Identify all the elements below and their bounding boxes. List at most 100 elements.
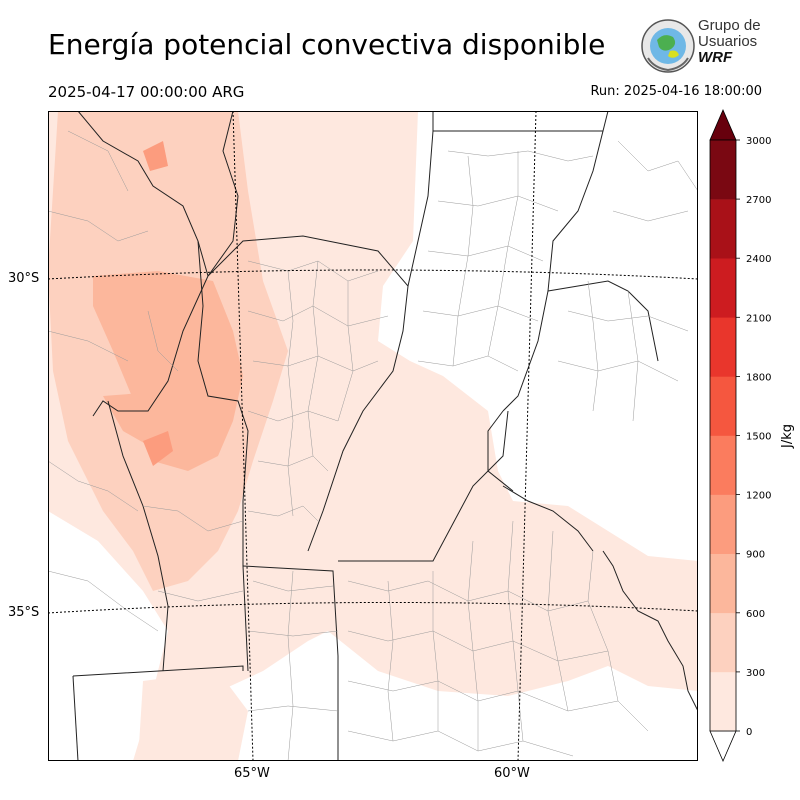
logo-line-3: WRF (698, 49, 733, 66)
lon-label-60w: 60°W (494, 766, 530, 781)
department-boundary (547, 530, 569, 712)
department-boundary (142, 505, 244, 532)
colorbar-tick-label: 900 (746, 550, 765, 561)
department-boundary (447, 150, 594, 162)
colorbar-band (710, 258, 736, 318)
department-boundary (287, 270, 294, 517)
map-frame (48, 111, 698, 761)
province-boundary (432, 111, 609, 132)
province-boundary (92, 275, 209, 417)
province-boundary (502, 485, 594, 552)
province-boundary (502, 130, 604, 412)
wrf-logo: Grupo de Usuarios WRF (640, 17, 761, 74)
parallel-35s (48, 601, 698, 614)
globe-icon (641, 19, 695, 73)
colorbar-tick-label: 300 (746, 668, 765, 679)
colorbar-tick-label: 1500 (746, 432, 771, 443)
department-boundary (48, 210, 149, 242)
colorbar-band (710, 317, 736, 377)
province-boundary (242, 565, 339, 761)
department-boundaries (48, 130, 698, 761)
colorbar-tick-label: 3000 (746, 136, 771, 147)
department-boundary (437, 195, 559, 212)
department-boundary (157, 590, 244, 602)
meridian-65w (232, 111, 254, 761)
province-boundary (407, 130, 434, 287)
province-boundary (207, 235, 409, 552)
colorbar-tick-label: 600 (746, 609, 765, 620)
province-boundary (487, 410, 514, 492)
colorbar-ticks: 0 300 600 900 1200 1500 1800 2100 2400 2700 3000 (736, 136, 771, 738)
department-boundary (387, 580, 394, 742)
colorbar-band (710, 376, 736, 436)
department-boundary (307, 260, 319, 457)
department-boundary (487, 151, 519, 357)
lat-label-30s: 30°S (8, 271, 40, 286)
colorbar-under-triangle (709, 730, 737, 763)
department-boundary (432, 571, 439, 731)
province-boundary (72, 665, 244, 677)
colorbar-unit: J/kg (780, 424, 795, 449)
colorbar-tick-label: 1200 (746, 491, 771, 502)
province-boundary (338, 410, 509, 562)
colorbar-band (710, 140, 736, 200)
province-boundary (48, 111, 209, 277)
colorbar-band (710, 494, 736, 554)
colorbar-band (710, 435, 736, 495)
department-boundary (587, 280, 599, 412)
province-boundaries (48, 111, 698, 761)
parallel-30s (48, 269, 698, 280)
department-boundary (347, 730, 574, 757)
department-boundary (252, 580, 334, 592)
colorbar-tick-label: 2400 (746, 254, 771, 265)
colorbar-tick-label: 2700 (746, 195, 771, 206)
department-boundary (452, 155, 474, 367)
department-boundary (567, 310, 689, 332)
province-boundary (547, 280, 659, 362)
province-boundary (72, 675, 79, 761)
run-time: Run: 2025-04-16 18:00:00 (590, 84, 762, 99)
logo-line-1: Grupo de (698, 17, 761, 34)
colorbar-over-triangle (709, 108, 737, 141)
valid-time: 2025-04-17 00:00:00 ARG (48, 83, 245, 101)
department-boundary (612, 210, 689, 222)
colorbar-band (710, 612, 736, 673)
department-boundary (427, 245, 544, 262)
department-boundary (247, 410, 339, 422)
department-boundary (48, 460, 139, 512)
department-boundary (147, 310, 179, 372)
province-boundary (107, 400, 169, 672)
department-boundary (617, 140, 698, 192)
graticule (48, 111, 698, 761)
department-boundary (247, 705, 339, 712)
department-boundary (48, 570, 159, 632)
department-boundary (337, 281, 354, 422)
colorbar-bands (709, 108, 737, 763)
logo-line-2: Usuarios (698, 33, 758, 50)
coastline (602, 550, 698, 712)
cape-level-300-600 (143, 111, 223, 201)
cape-level-900-1200 (143, 431, 173, 466)
colorbar-tick-label: 0 (746, 727, 752, 738)
lat-label-35s: 35°S (8, 605, 40, 620)
department-boundary (247, 630, 339, 637)
colorbar-band (710, 199, 736, 259)
department-boundary (287, 570, 294, 761)
province-boundary (207, 111, 239, 277)
department-boundary (417, 355, 519, 372)
department-boundary (257, 455, 329, 472)
colorbar-tick-label: 2100 (746, 313, 771, 324)
meridian-60w (517, 111, 537, 761)
colorbar-band (710, 671, 736, 732)
cape-level-0-300 (138, 671, 248, 761)
cape-map (48, 111, 698, 761)
department-boundary (422, 305, 539, 322)
cape-level-900-1200 (143, 141, 168, 171)
cape-level-600-900 (103, 391, 218, 456)
department-boundary (627, 290, 639, 422)
province-boundary (197, 240, 249, 672)
colorbar-tick-label: 1800 (746, 372, 771, 383)
page-title: Energía potencial convectiva disponible (48, 28, 606, 61)
department-boundary (557, 360, 679, 382)
department-boundary (247, 505, 319, 522)
